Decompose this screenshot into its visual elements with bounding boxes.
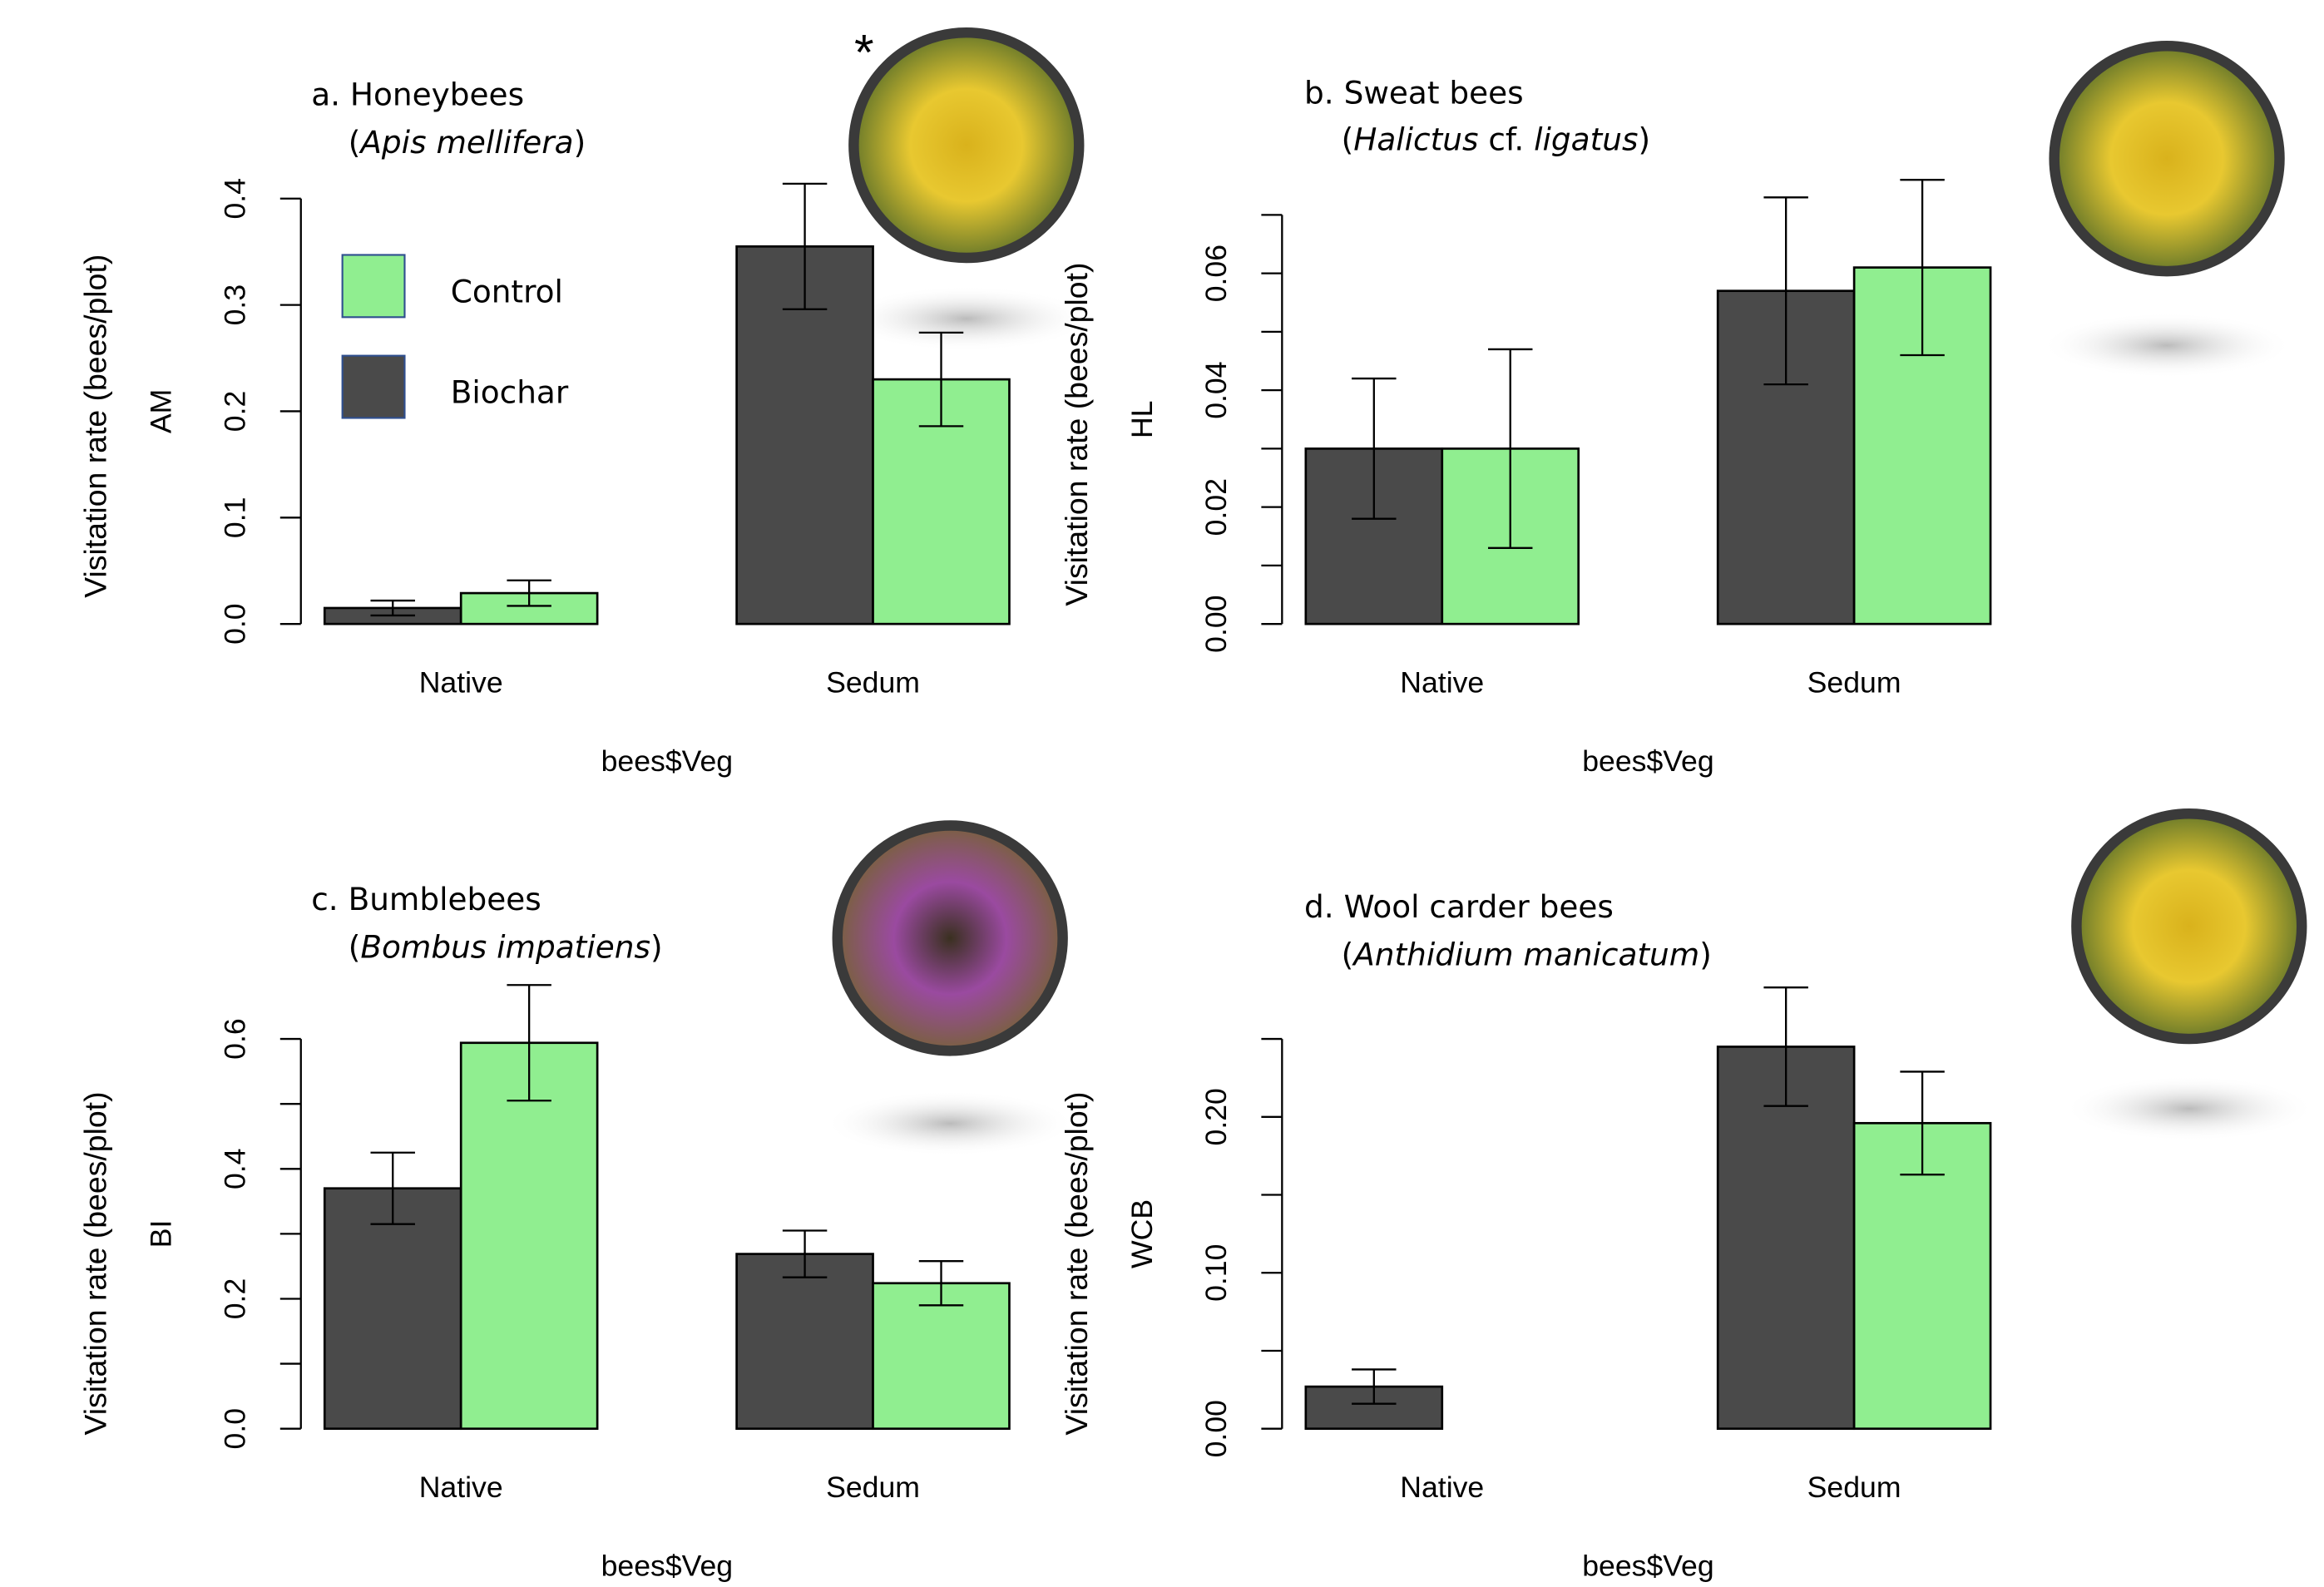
y-tick-label: 0.02 (1199, 478, 1233, 536)
y-axis-code: HL (1125, 400, 1159, 438)
subtitle-part: cf. (1478, 121, 1534, 157)
subtitle-part: ) (650, 928, 663, 965)
subtitle-part: Apis mellifera (358, 123, 573, 160)
panel-subtitle: (Apis mellifera) (349, 123, 586, 160)
legend-label: Control (451, 273, 563, 309)
y-tick-label: 0.6 (219, 1018, 252, 1060)
photo-shadow (824, 1090, 1076, 1155)
panel-title: a. Honeybees (311, 76, 524, 112)
panel: d. Wool carder bees (Anthidium manicatum)… (1059, 888, 1990, 1583)
subtitle-part: ligatus (1534, 121, 1638, 157)
y-axis-code: WCB (1125, 1199, 1159, 1268)
y-tick-label: 0.00 (1199, 595, 1233, 652)
y-tick-label: 0.10 (1199, 1244, 1233, 1302)
y-axis-code: BI (144, 1220, 177, 1248)
subtitle-part: ( (349, 928, 361, 965)
photo-shadow (840, 286, 1092, 351)
subtitle-part: Halictus (1353, 121, 1478, 157)
y-tick-label: 0.20 (1199, 1088, 1233, 1145)
x-axis-label: bees$Veg (601, 744, 734, 778)
legend-swatch (343, 356, 405, 418)
y-axis-label: Visitation rate (bees/plot) (1059, 263, 1094, 606)
y-axis-code: AM (144, 389, 177, 433)
x-tick-label: Native (419, 666, 503, 700)
panel-title: c. Bumblebees (311, 881, 541, 917)
panel-title: d. Wool carder bees (1304, 888, 1614, 925)
subtitle-part: ( (1342, 936, 1354, 972)
panel-subtitle: (Bombus impatiens) (349, 928, 663, 965)
subtitle-part: ( (1342, 121, 1354, 157)
y-tick-label: 0.4 (219, 1149, 252, 1190)
annotation: * (854, 24, 874, 81)
subtitle-part: Bombus impatiens (360, 928, 650, 965)
subtitle-part: ) (1638, 121, 1650, 157)
subtitle-part: ) (574, 123, 586, 160)
y-axis-label: Visitation rate (bees/plot) (1059, 1091, 1094, 1435)
subtitle-part: Anthidium manicatum (1352, 936, 1699, 972)
subtitle-part: ( (349, 123, 361, 160)
photo (853, 32, 1079, 258)
photo (2055, 46, 2280, 271)
panel-subtitle: (Halictus cf. ligatus) (1342, 121, 1650, 157)
y-tick-label: 0.1 (219, 497, 252, 539)
y-tick-label: 0.04 (1199, 361, 1233, 418)
panel-subtitle: (Anthidium manicatum) (1342, 936, 1712, 972)
y-tick-label: 0.4 (219, 178, 252, 220)
y-tick-label: 0.2 (219, 1278, 252, 1320)
y-tick-label: 0.06 (1199, 245, 1233, 302)
panel-title: b. Sweat bees (1304, 75, 1524, 111)
x-axis-label: bees$Veg (601, 1550, 734, 1583)
y-axis-label: Visitation rate (bees/plot) (78, 1091, 113, 1435)
subtitle-part: ) (1699, 936, 1712, 972)
x-tick-label: Native (419, 1471, 503, 1504)
y-tick-label: 0.2 (219, 391, 252, 433)
x-tick-label: Sedum (1807, 1471, 1901, 1504)
x-axis-label: bees$Veg (1582, 744, 1714, 778)
panel: b. Sweat bees (Halictus cf. ligatus) 0.00 0… (1059, 75, 1990, 779)
y-tick-label: 0.0 (219, 1408, 252, 1450)
photo (2076, 813, 2302, 1039)
x-tick-label: Sedum (826, 1471, 920, 1504)
legend-label: Biochar (451, 373, 569, 410)
x-tick-label: Sedum (826, 666, 920, 700)
y-tick-label: 0.0 (219, 603, 252, 645)
photo-shadow (2041, 313, 2293, 378)
x-tick-label: Sedum (1807, 666, 1901, 700)
photo (838, 825, 1063, 1051)
y-axis-label: Visitation rate (bees/plot) (78, 255, 113, 598)
y-tick-label: 0.00 (1199, 1400, 1233, 1457)
legend-swatch (343, 255, 405, 317)
y-tick-label: 0.3 (219, 284, 252, 326)
bar (737, 1254, 873, 1429)
x-tick-label: Native (1400, 666, 1484, 700)
page: a. Honeybees(Apis mellifera)*0.00.10.20.… (0, 0, 2324, 1587)
photo-shadow (2063, 1076, 2315, 1141)
x-axis-label: bees$Veg (1582, 1550, 1714, 1583)
x-tick-label: Native (1400, 1471, 1484, 1504)
figure: a. Honeybees(Apis mellifera)*0.00.10.20.… (0, 0, 2324, 1587)
